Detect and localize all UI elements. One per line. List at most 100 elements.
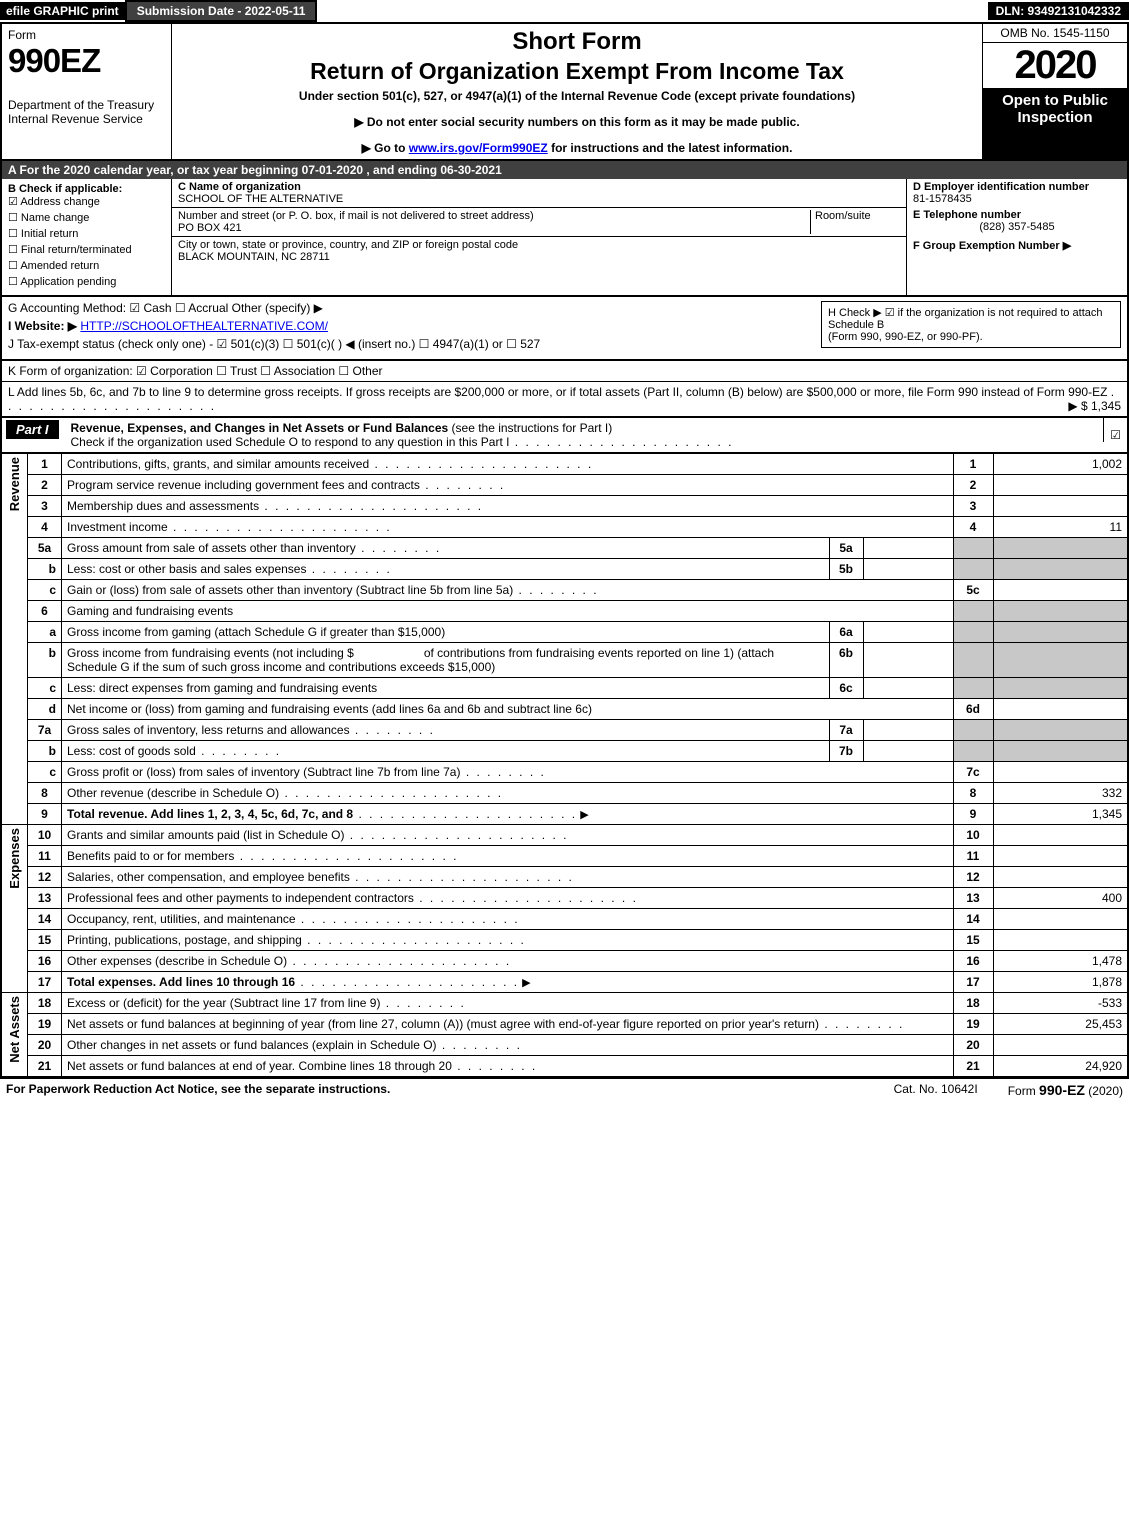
irs-link[interactable]: www.irs.gov/Form990EZ [409,141,548,155]
line-16-desc: Other expenses (describe in Schedule O) [62,951,954,972]
line-4-num: 4 [28,517,62,538]
line-9-num: 9 [28,804,62,825]
line-16-value: 1,478 [993,951,1128,972]
line-21-desc: Net assets or fund balances at end of ye… [62,1056,954,1078]
chk-final-return[interactable]: ☐ Final return/terminated [8,243,165,256]
line-9-value: 1,345 [993,804,1128,825]
line-17-outnum: 17 [953,972,993,993]
section-c: C Name of organization SCHOOL OF THE ALT… [172,179,907,295]
netassets-side-label: Net Assets [7,996,22,1063]
line-10-desc: Grants and similar amounts paid (list in… [62,825,954,846]
chk-name-change-label: Name change [21,212,90,224]
line-17-value: 1,878 [993,972,1128,993]
ein-label: D Employer identification number [913,181,1121,193]
chk-address-change[interactable]: ☑ Address change [8,195,165,208]
line-4-value: 11 [993,517,1128,538]
form-label: Form [8,28,165,42]
chk-initial-return[interactable]: ☐ Initial return [8,227,165,240]
line-1-outnum: 1 [953,454,993,475]
chk-application-pending[interactable]: ☐ Application pending [8,275,165,288]
revenue-side-label: Revenue [7,457,22,511]
street-value: PO BOX 421 [178,222,810,234]
line-6a-desc: Gross income from gaming (attach Schedul… [62,622,830,643]
line-20-desc: Other changes in net assets or fund bala… [62,1035,954,1056]
top-bar: efile GRAPHIC print Submission Date - 20… [0,0,1129,24]
part-1-checkbox[interactable]: ☑ [1103,418,1127,442]
part-1-dots [509,435,733,449]
line-6-num: 6 [28,601,62,622]
line-18-num: 18 [28,993,62,1014]
line-7a-innum: 7a [829,720,863,741]
part-1-text: Revenue, Expenses, and Changes in Net As… [67,418,1103,452]
part-1-sub: (see the instructions for Part I) [448,421,612,435]
line-14-outnum: 14 [953,909,993,930]
pra-notice: For Paperwork Reduction Act Notice, see … [6,1082,864,1098]
line-4-outnum: 4 [953,517,993,538]
line-6d-outnum: 6d [953,699,993,720]
line-7c-num: c [28,762,62,783]
street-cell: Number and street (or P. O. box, if mail… [172,208,906,237]
form-number: 990EZ [8,42,165,80]
org-name-value: SCHOOL OF THE ALTERNATIVE [178,193,900,205]
line-6a-shade1 [953,622,993,643]
part-1-check-line: Check if the organization used Schedule … [71,435,510,449]
line-6c-num: c [28,678,62,699]
line-6c-inval [863,678,953,699]
line-21-outnum: 21 [953,1056,993,1078]
line-10-outnum: 10 [953,825,993,846]
row-l-amount: ▶ $ 1,345 [1068,399,1121,413]
line-1-value: 1,002 [993,454,1128,475]
line-19-value: 25,453 [993,1014,1128,1035]
chk-name-change[interactable]: ☐ Name change [8,211,165,224]
line-2-num: 2 [28,475,62,496]
line-6b-innum: 6b [829,643,863,678]
line-17-num: 17 [28,972,62,993]
line-10-value [993,825,1128,846]
line-5a-shade1 [953,538,993,559]
chk-amended-return[interactable]: ☐ Amended return [8,259,165,272]
line-7a-shade1 [953,720,993,741]
line-19-num: 19 [28,1014,62,1035]
website-label: I Website: ▶ [8,319,77,333]
street-label: Number and street (or P. O. box, if mail… [178,210,810,222]
catalog-number: Cat. No. 10642I [894,1082,978,1098]
under-section-text: Under section 501(c), 527, or 4947(a)(1)… [180,89,974,103]
line-6c-shade1 [953,678,993,699]
line-7a-num: 7a [28,720,62,741]
h-line2: (Form 990, 990-EZ, or 990-PF). [828,331,1114,343]
line-6a-num: a [28,622,62,643]
line-6b-desc: Gross income from fundraising events (no… [62,643,830,678]
line-2-outnum: 2 [953,475,993,496]
line-15-num: 15 [28,930,62,951]
line-9-outnum: 9 [953,804,993,825]
chk-amended-return-label: Amended return [20,260,99,272]
section-def: D Employer identification number 81-1578… [907,179,1127,295]
line-16-num: 16 [28,951,62,972]
line-8-desc: Other revenue (describe in Schedule O) [62,783,954,804]
line-3-outnum: 3 [953,496,993,517]
row-l-text: L Add lines 5b, 6c, and 7b to line 9 to … [8,385,1107,399]
line-7b-shade1 [953,741,993,762]
form-number-footer: Form 990-EZ (2020) [1008,1082,1123,1098]
line-7a-inval [863,720,953,741]
line-3-desc: Membership dues and assessments [62,496,954,517]
info-block: B Check if applicable: ☑ Address change … [0,179,1129,297]
line-7a-desc: Gross sales of inventory, less returns a… [62,720,830,741]
section-h-box: H Check ▶ ☑ if the organization is not r… [821,301,1121,348]
line-6b-shade2 [993,643,1128,678]
chk-address-change-label: Address change [20,196,100,208]
submission-date-label: Submission Date - 2022-05-11 [125,0,318,22]
line-7b-inval [863,741,953,762]
line-19-outnum: 19 [953,1014,993,1035]
omb-number: OMB No. 1545-1150 [983,24,1127,43]
ssn-note: ▶ Do not enter social security numbers o… [180,115,974,129]
line-6-desc: Gaming and fundraising events [62,601,954,622]
line-7c-desc: Gross profit or (loss) from sales of inv… [62,762,954,783]
line-5a-inval [863,538,953,559]
line-5b-num: b [28,559,62,580]
part-1-tag: Part I [6,420,59,439]
line-7c-value [993,762,1128,783]
line-6c-shade2 [993,678,1128,699]
website-link[interactable]: HTTP://SCHOOLOFTHEALTERNATIVE.COM/ [80,319,328,333]
line-15-outnum: 15 [953,930,993,951]
